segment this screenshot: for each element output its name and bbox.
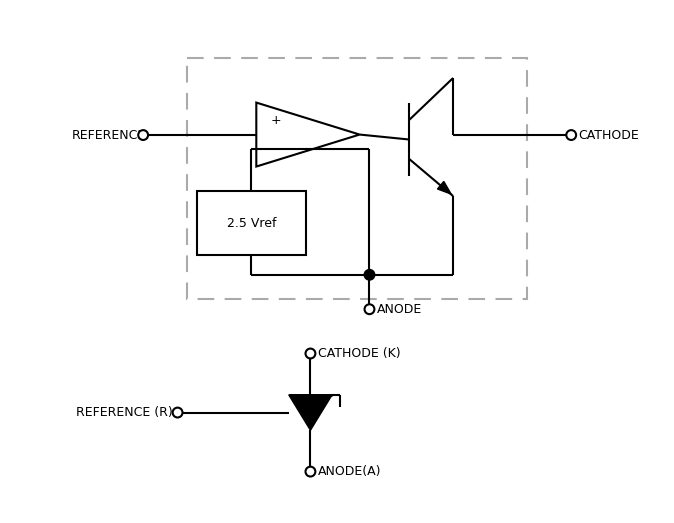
Text: REFERENCE: REFERENCE (71, 129, 146, 142)
Text: ANODE: ANODE (377, 303, 423, 316)
Text: ANODE(A): ANODE(A) (318, 465, 381, 478)
Text: 2.5 Vref: 2.5 Vref (226, 217, 276, 230)
Text: REFERENCE (R): REFERENCE (R) (76, 406, 173, 419)
Circle shape (138, 130, 148, 140)
Circle shape (173, 407, 183, 417)
Text: CATHODE (K): CATHODE (K) (318, 347, 401, 360)
Polygon shape (437, 181, 451, 194)
Bar (197, 191, 305, 255)
Circle shape (365, 304, 374, 314)
Circle shape (305, 467, 315, 476)
Circle shape (305, 349, 315, 358)
Circle shape (365, 270, 374, 280)
Text: CATHODE: CATHODE (578, 129, 639, 142)
Polygon shape (288, 395, 332, 430)
Circle shape (566, 130, 576, 140)
Bar (187, 58, 527, 299)
Text: −: − (270, 142, 282, 156)
Text: +: + (271, 114, 281, 127)
